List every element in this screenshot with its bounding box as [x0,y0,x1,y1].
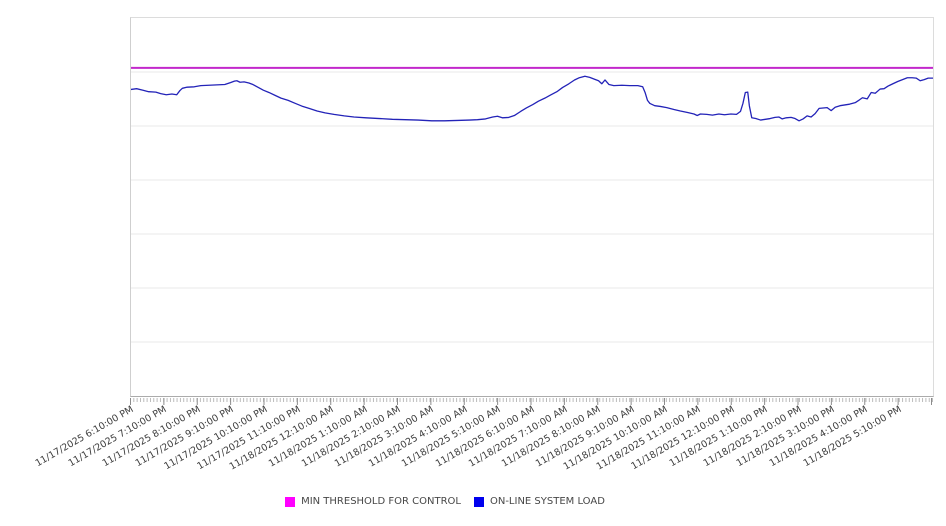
x-tick-label: 11/18/2025 6:10:00 AM [433,404,536,470]
x-tick-label: 11/18/2025 3:10:00 PM [734,404,837,470]
x-tick-label: 11/18/2025 12:10:00 AM [227,404,336,473]
x-tick-label: 11/18/2025 1:10:00 PM [667,404,770,470]
x-tick-label: 11/18/2025 3:10:00 AM [333,404,436,470]
x-tick-label: 11/18/2025 4:10:00 PM [767,404,870,470]
x-tick-label: 11/18/2025 4:10:00 AM [366,404,470,470]
x-tick-label: 11/17/2025 8:10:00 PM [100,404,203,470]
x-tick-label: 11/17/2025 9:10:00 PM [133,404,236,470]
x-tick-label: 11/18/2025 10:10:00 AM [561,404,670,473]
legend-item[interactable]: ON-LINE SYSTEM LOAD [473,496,605,507]
x-tick-label: 11/18/2025 8:10:00 AM [500,404,603,470]
x-tick-label: 11/18/2025 2:10:00 PM [701,404,803,470]
x-tick-label: 11/18/2025 5:10:00 AM [400,404,503,470]
legend-swatch-icon [285,496,296,507]
legend-swatch-icon [473,496,484,507]
x-axis-tick-strip [130,398,935,405]
legend-item[interactable]: MIN THRESHOLD FOR CONTROL [285,496,461,507]
online-system-load-line[interactable] [131,76,933,121]
x-tick-label: 11/18/2025 9:10:00 AM [533,404,637,470]
x-tick-label: 11/17/2025 11:10:00 PM [195,404,303,473]
plot-area[interactable] [130,17,934,397]
x-tick-label: 11/18/2025 2:10:00 AM [299,404,403,470]
chart-legend: MIN THRESHOLD FOR CONTROL ON-LINE SYSTEM … [0,496,890,507]
plot-svg [131,18,933,396]
x-tick-label: 11/17/2025 7:10:00 PM [66,404,169,470]
x-tick-label: 11/17/2025 10:10:00 PM [161,404,269,473]
x-tick-label: 11/18/2025 7:10:00 AM [466,404,570,470]
legend-label: ON-LINE SYSTEM LOAD [489,496,605,507]
x-tick-label: 11/18/2025 12:10:00 PM [629,404,737,473]
x-tick-label: 11/18/2025 5:10:00 PM [801,404,904,470]
x-tick-label: 11/17/2025 6:10:00 PM [33,404,136,470]
legend-label: MIN THRESHOLD FOR CONTROL [301,496,461,507]
x-tick-label: 11/18/2025 1:10:00 AM [266,404,370,470]
x-tick-label: 11/18/2025 11:10:00 AM [595,404,703,473]
